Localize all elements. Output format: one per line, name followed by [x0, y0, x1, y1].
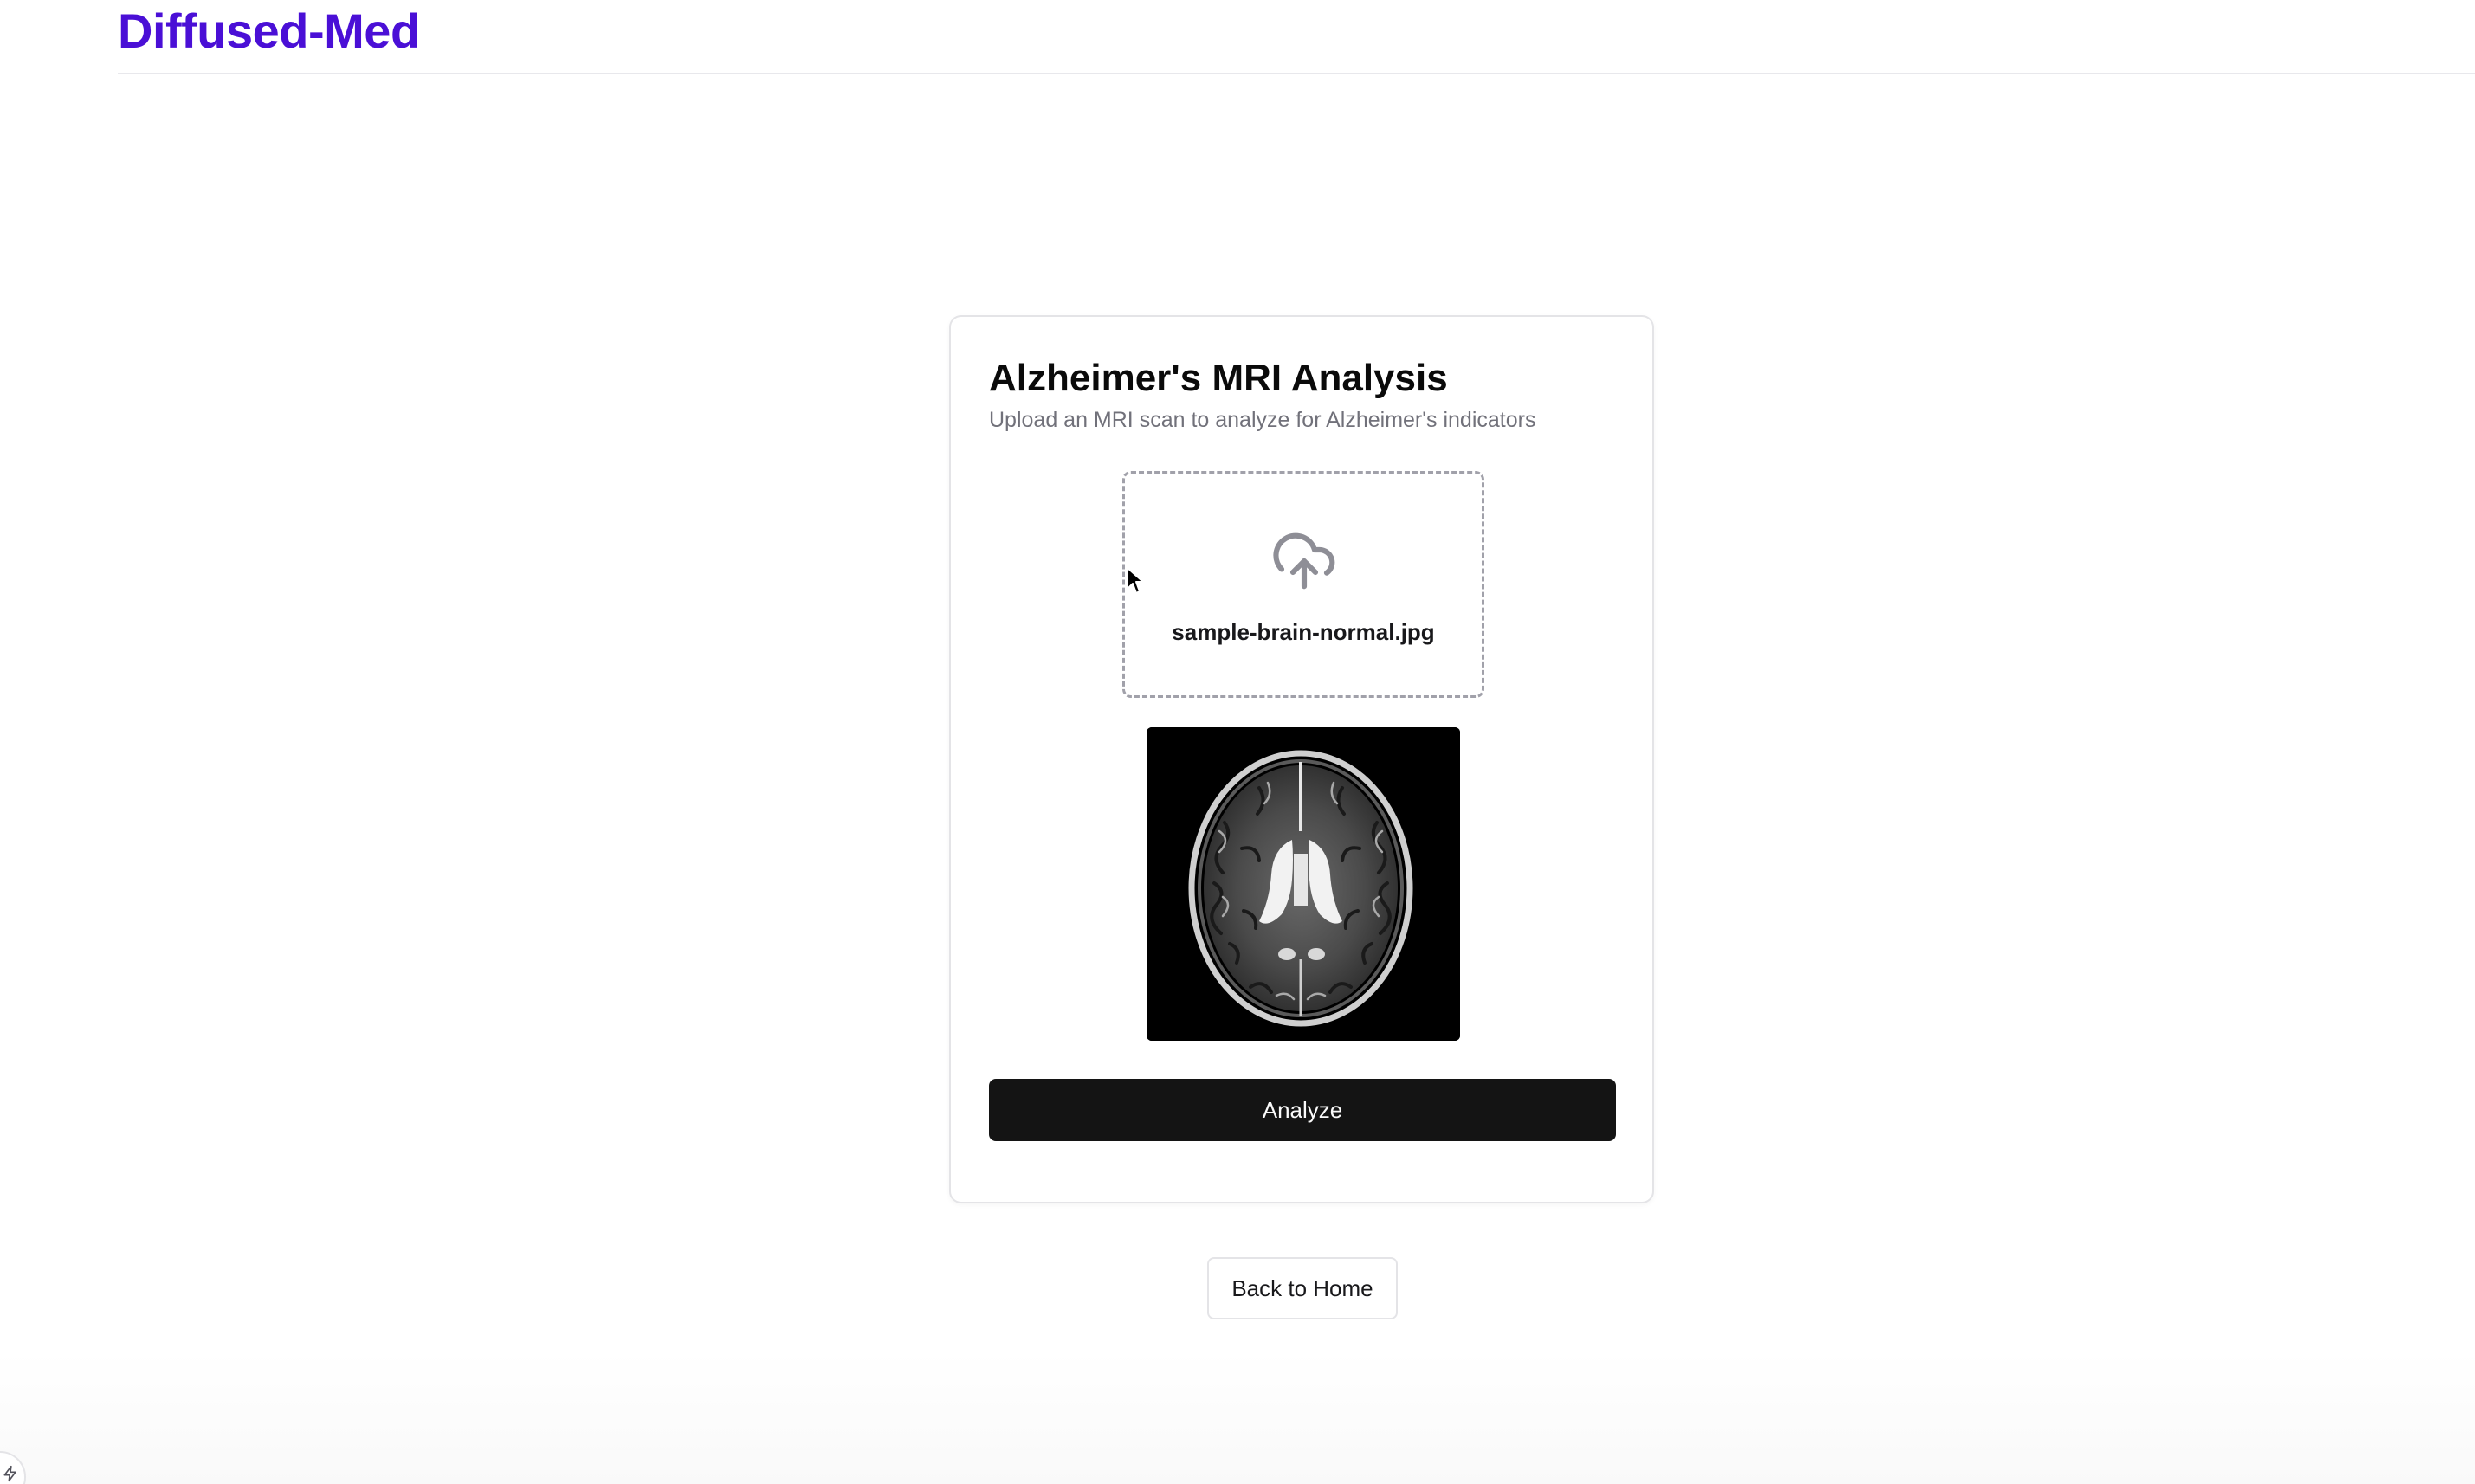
- analysis-card: Alzheimer's MRI Analysis Upload an MRI s…: [949, 315, 1654, 1203]
- card-subtitle: Upload an MRI scan to analyze for Alzhei…: [989, 408, 1536, 432]
- corner-widget-button[interactable]: [0, 1451, 26, 1484]
- bolt-icon: [3, 1465, 16, 1482]
- analyze-button[interactable]: Analyze: [989, 1079, 1616, 1141]
- top-header: Diffused-Med: [118, 0, 2475, 74]
- card-title: Alzheimer's MRI Analysis: [989, 357, 1448, 399]
- mouse-cursor-icon: [1127, 567, 1144, 594]
- upload-dropzone[interactable]: sample-brain-normal.jpg: [1122, 471, 1484, 698]
- mri-preview-image: [1147, 727, 1460, 1041]
- back-to-home-button[interactable]: Back to Home: [1207, 1257, 1398, 1319]
- selected-file-name: sample-brain-normal.jpg: [1172, 619, 1435, 645]
- brain-mri-graphic: [1147, 727, 1460, 1041]
- cloud-upload-icon: [1273, 532, 1335, 590]
- brand-logo[interactable]: Diffused-Med: [118, 3, 420, 58]
